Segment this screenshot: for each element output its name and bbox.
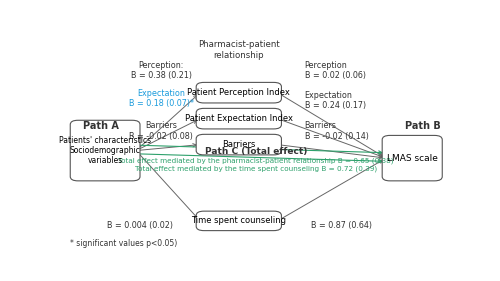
Text: Path A: Path A bbox=[84, 121, 119, 131]
Text: Path C (Total effect): Path C (Total effect) bbox=[205, 147, 308, 156]
Text: Expectation
B = 0.24 (0.17): Expectation B = 0.24 (0.17) bbox=[304, 91, 366, 110]
Text: Barriers: Barriers bbox=[222, 140, 256, 149]
FancyBboxPatch shape bbox=[70, 120, 140, 181]
Text: Patients' characteristics
Sociodemographic
variables: Patients' characteristics Sociodemograph… bbox=[59, 136, 151, 166]
Text: B = 0.87 (0.64): B = 0.87 (0.64) bbox=[311, 221, 372, 230]
Text: Barriers
B = -0.02 (0.08): Barriers B = -0.02 (0.08) bbox=[130, 121, 193, 141]
Text: Total effect mediated by the pharmacist-patient relationship B = 0.65 (0.38): Total effect mediated by the pharmacist-… bbox=[118, 157, 394, 164]
FancyBboxPatch shape bbox=[382, 135, 442, 181]
Text: Total effect mediated by the time spent counseling B = 0.72 (0.39): Total effect mediated by the time spent … bbox=[135, 166, 378, 172]
Text: Patient Perception Index: Patient Perception Index bbox=[188, 88, 290, 97]
FancyBboxPatch shape bbox=[196, 108, 282, 129]
Text: Expectation
B = 0.18 (0.07)*: Expectation B = 0.18 (0.07)* bbox=[129, 89, 194, 108]
Text: * significant values p<0.05): * significant values p<0.05) bbox=[70, 239, 178, 248]
FancyBboxPatch shape bbox=[196, 134, 282, 155]
Text: B = 0.004 (0.02): B = 0.004 (0.02) bbox=[107, 221, 173, 230]
Text: Path B: Path B bbox=[405, 121, 441, 131]
Text: LMAS scale: LMAS scale bbox=[387, 154, 438, 163]
Text: Pharmacist-patient
relationship: Pharmacist-patient relationship bbox=[198, 40, 280, 60]
Text: Patient Expectation Index: Patient Expectation Index bbox=[185, 114, 293, 123]
Text: Barriers
B = -0.02 (0.14): Barriers B = -0.02 (0.14) bbox=[304, 121, 368, 141]
Text: Time spent counseling: Time spent counseling bbox=[192, 216, 286, 225]
Text: Perception:
B = 0.38 (0.21): Perception: B = 0.38 (0.21) bbox=[131, 61, 192, 80]
FancyBboxPatch shape bbox=[196, 82, 282, 103]
FancyBboxPatch shape bbox=[196, 211, 282, 231]
Text: Perception
B = 0.02 (0.06): Perception B = 0.02 (0.06) bbox=[304, 61, 366, 80]
